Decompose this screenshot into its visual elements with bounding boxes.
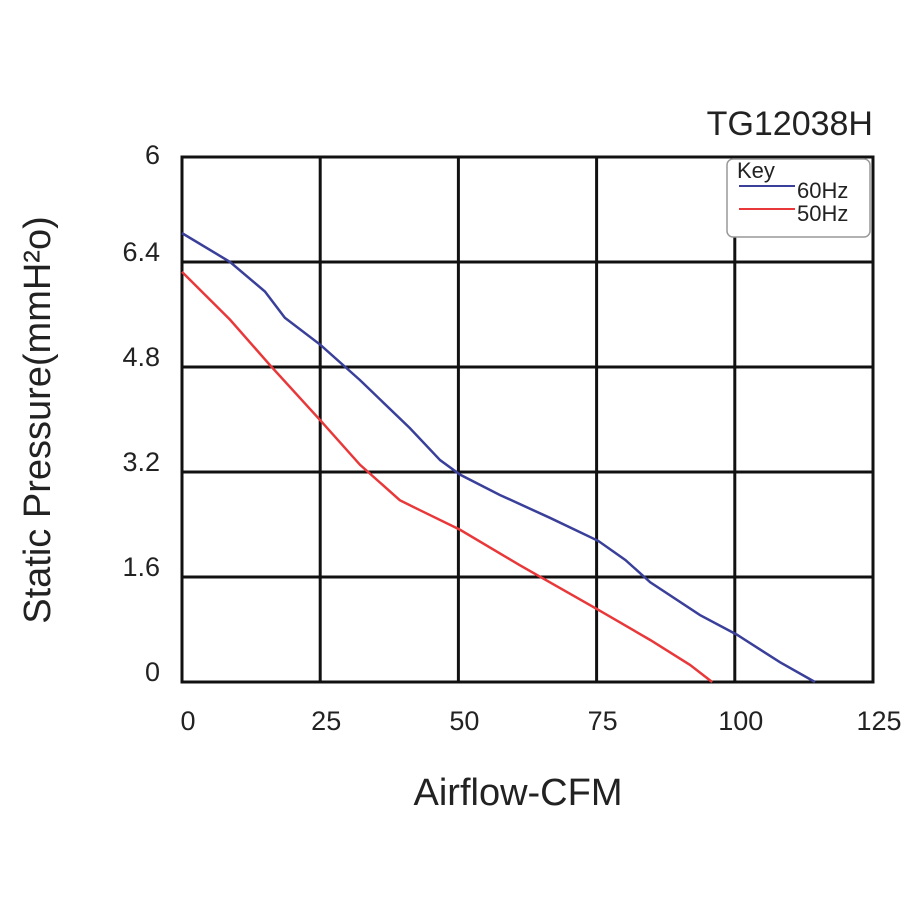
- legend-label: 60Hz: [797, 178, 848, 203]
- x-tick-label: 75: [588, 706, 618, 736]
- y-tick-label: 3.2: [122, 447, 160, 477]
- series-line: [181, 232, 816, 684]
- y-axis-label: Static Pressure(mmH²o): [17, 216, 59, 624]
- x-tick-label: 0: [180, 706, 195, 736]
- x-tick-label: 100: [718, 706, 763, 736]
- x-tick-label: 25: [311, 706, 341, 736]
- plot-frame: [180, 155, 875, 684]
- y-tick-label: 6: [145, 140, 160, 170]
- x-axis-label: Airflow-CFM: [414, 772, 623, 814]
- legend-label: 50Hz: [797, 201, 848, 226]
- chart-title: TG12038H: [707, 105, 873, 143]
- legend-box: [726, 158, 871, 238]
- y-tick-label: 1.6: [122, 552, 160, 582]
- legend-title: Key: [737, 158, 775, 183]
- x-tick-label: 125: [856, 706, 901, 736]
- y-tick-label: 0: [145, 657, 160, 687]
- series-line: [181, 270, 713, 683]
- x-tick-label: 50: [449, 706, 479, 736]
- y-tick-label: 4.8: [122, 342, 160, 372]
- y-tick-label: 6.4: [122, 237, 160, 267]
